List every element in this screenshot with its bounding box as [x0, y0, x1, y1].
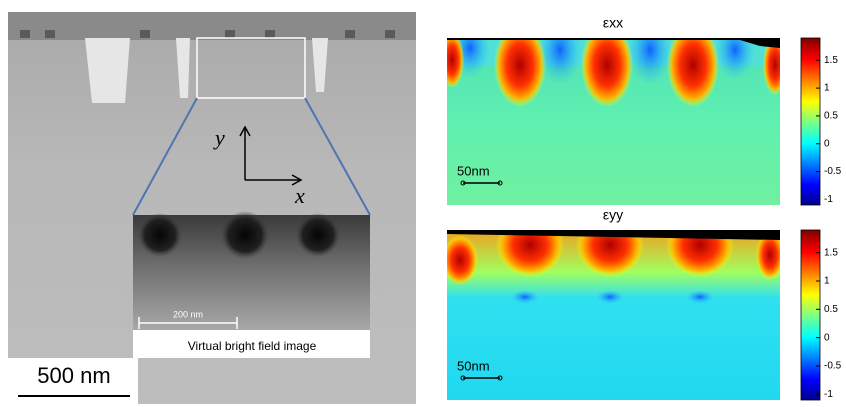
- strain-map-yy: [442, 213, 784, 400]
- colorbar-tick-label: -0.5: [824, 166, 842, 177]
- strain-map-xx: [440, 15, 787, 205]
- colorbar-tick-label: 0.5: [824, 304, 838, 315]
- axis-label: y: [213, 125, 225, 150]
- colorbar-tick-label: 1.5: [824, 247, 838, 258]
- colorbar: [801, 230, 820, 400]
- colorbar-tick-label: -1: [824, 194, 833, 205]
- inset-caption: Virtual bright field image: [188, 339, 317, 353]
- colorbar-tick-label: 0: [824, 138, 830, 149]
- map-scale-bar: 50nm: [457, 358, 490, 373]
- colorbar-tick-label: -1: [824, 389, 833, 400]
- inset-scale-bar: 200 nm: [173, 309, 203, 319]
- colorbar: [801, 38, 820, 205]
- map-title: εyy: [603, 207, 623, 223]
- colorbar-tick-label: 1.5: [824, 55, 838, 66]
- colorbar-tick-label: 0.5: [824, 111, 838, 122]
- colorbar-tick-label: -0.5: [824, 361, 842, 372]
- colorbar-tick-label: 1: [824, 83, 830, 94]
- colorbar-tick-label: 0: [824, 332, 830, 343]
- scale-bar-label: 500 nm: [37, 363, 110, 388]
- axis-label: x: [294, 183, 305, 208]
- map-scale-bar: 50nm: [457, 163, 490, 178]
- map-title: εxx: [603, 15, 623, 31]
- figure: y x 200 nm Virtual bright field image 50…: [0, 0, 846, 407]
- colorbar-tick-label: 1: [824, 276, 830, 287]
